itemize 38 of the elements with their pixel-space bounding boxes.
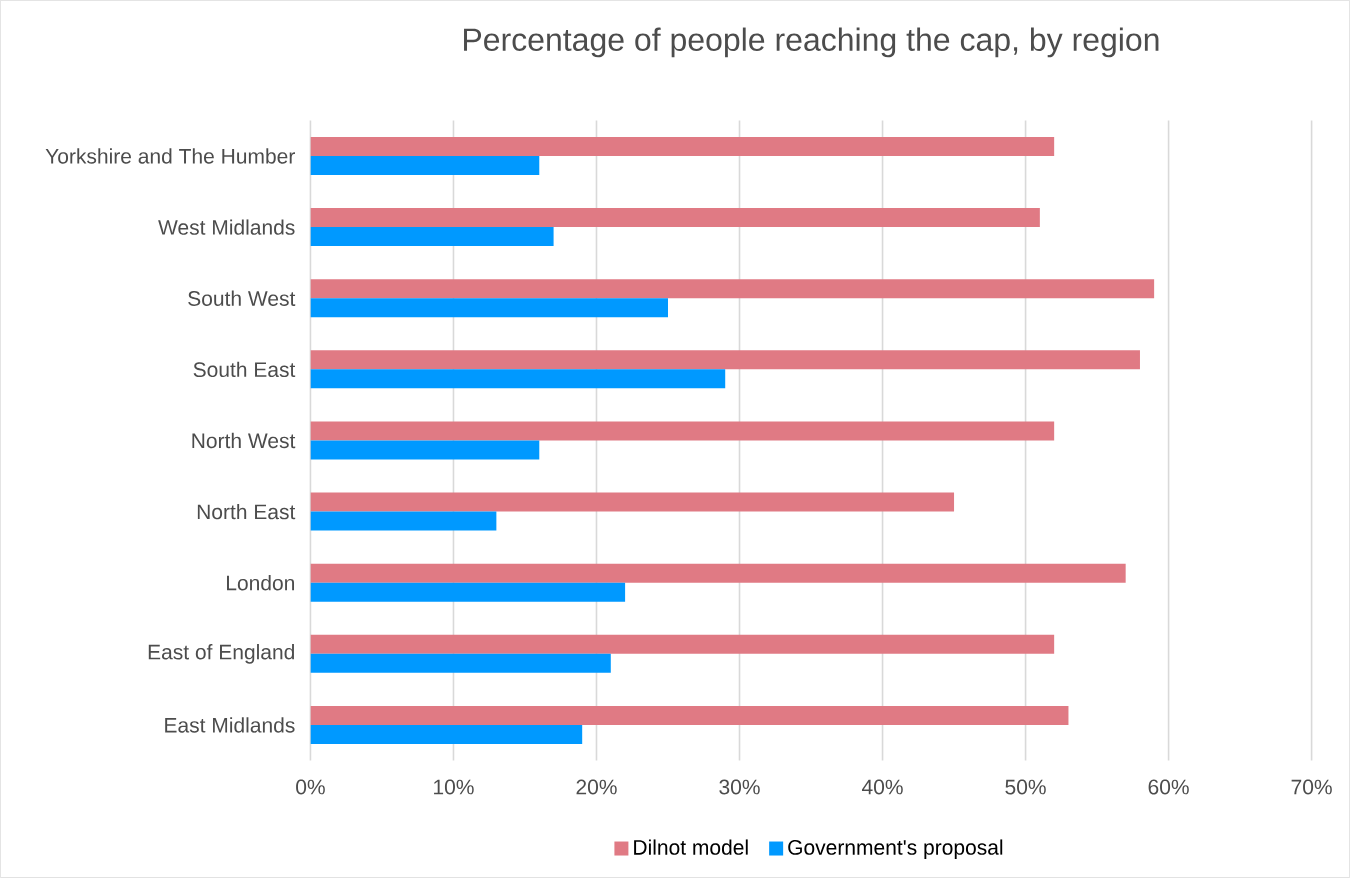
bar xyxy=(310,298,668,318)
bar xyxy=(310,563,1126,583)
y-tick-label: West Midlands xyxy=(158,219,295,235)
x-tick-label: 40% xyxy=(861,779,903,795)
bar xyxy=(310,156,540,176)
y-tick-label: North East xyxy=(197,503,296,520)
y-tick-label: Yorkshire and The Humber xyxy=(45,148,295,164)
bar xyxy=(310,421,1055,441)
bar xyxy=(310,582,626,602)
bar xyxy=(310,511,497,531)
y-tick-label: South West xyxy=(188,290,296,306)
x-tick-label: 30% xyxy=(719,779,760,795)
x-tick-label: 60% xyxy=(1148,779,1189,795)
bar xyxy=(310,227,554,247)
bar xyxy=(310,208,1040,228)
x-tick-label: 70% xyxy=(1291,779,1332,795)
bar xyxy=(310,653,611,673)
bar xyxy=(310,705,1069,725)
x-tick-label: 10% xyxy=(434,779,474,795)
bar xyxy=(310,634,1055,654)
x-tick-label: 0% xyxy=(296,779,325,795)
bar xyxy=(310,724,583,744)
legend-label: Government's proposal xyxy=(788,839,1003,860)
y-tick-label: South East xyxy=(193,361,296,378)
y-tick-label: North West xyxy=(192,432,296,449)
bar xyxy=(310,492,955,512)
bar xyxy=(310,350,1140,370)
bar xyxy=(310,440,540,460)
bar xyxy=(310,137,1055,157)
bar xyxy=(310,279,1155,299)
x-tick-label: 20% xyxy=(576,779,617,795)
y-tick-label: East of England xyxy=(148,644,294,664)
chart-title: Percentage of people reaching the cap, by region xyxy=(464,27,1159,58)
x-tick-label: 50% xyxy=(1005,779,1046,795)
legend-label: Dilnot model xyxy=(634,839,748,855)
y-tick-label: East Midlands xyxy=(165,717,295,733)
y-tick-label: London xyxy=(227,575,294,591)
bar xyxy=(310,369,726,389)
